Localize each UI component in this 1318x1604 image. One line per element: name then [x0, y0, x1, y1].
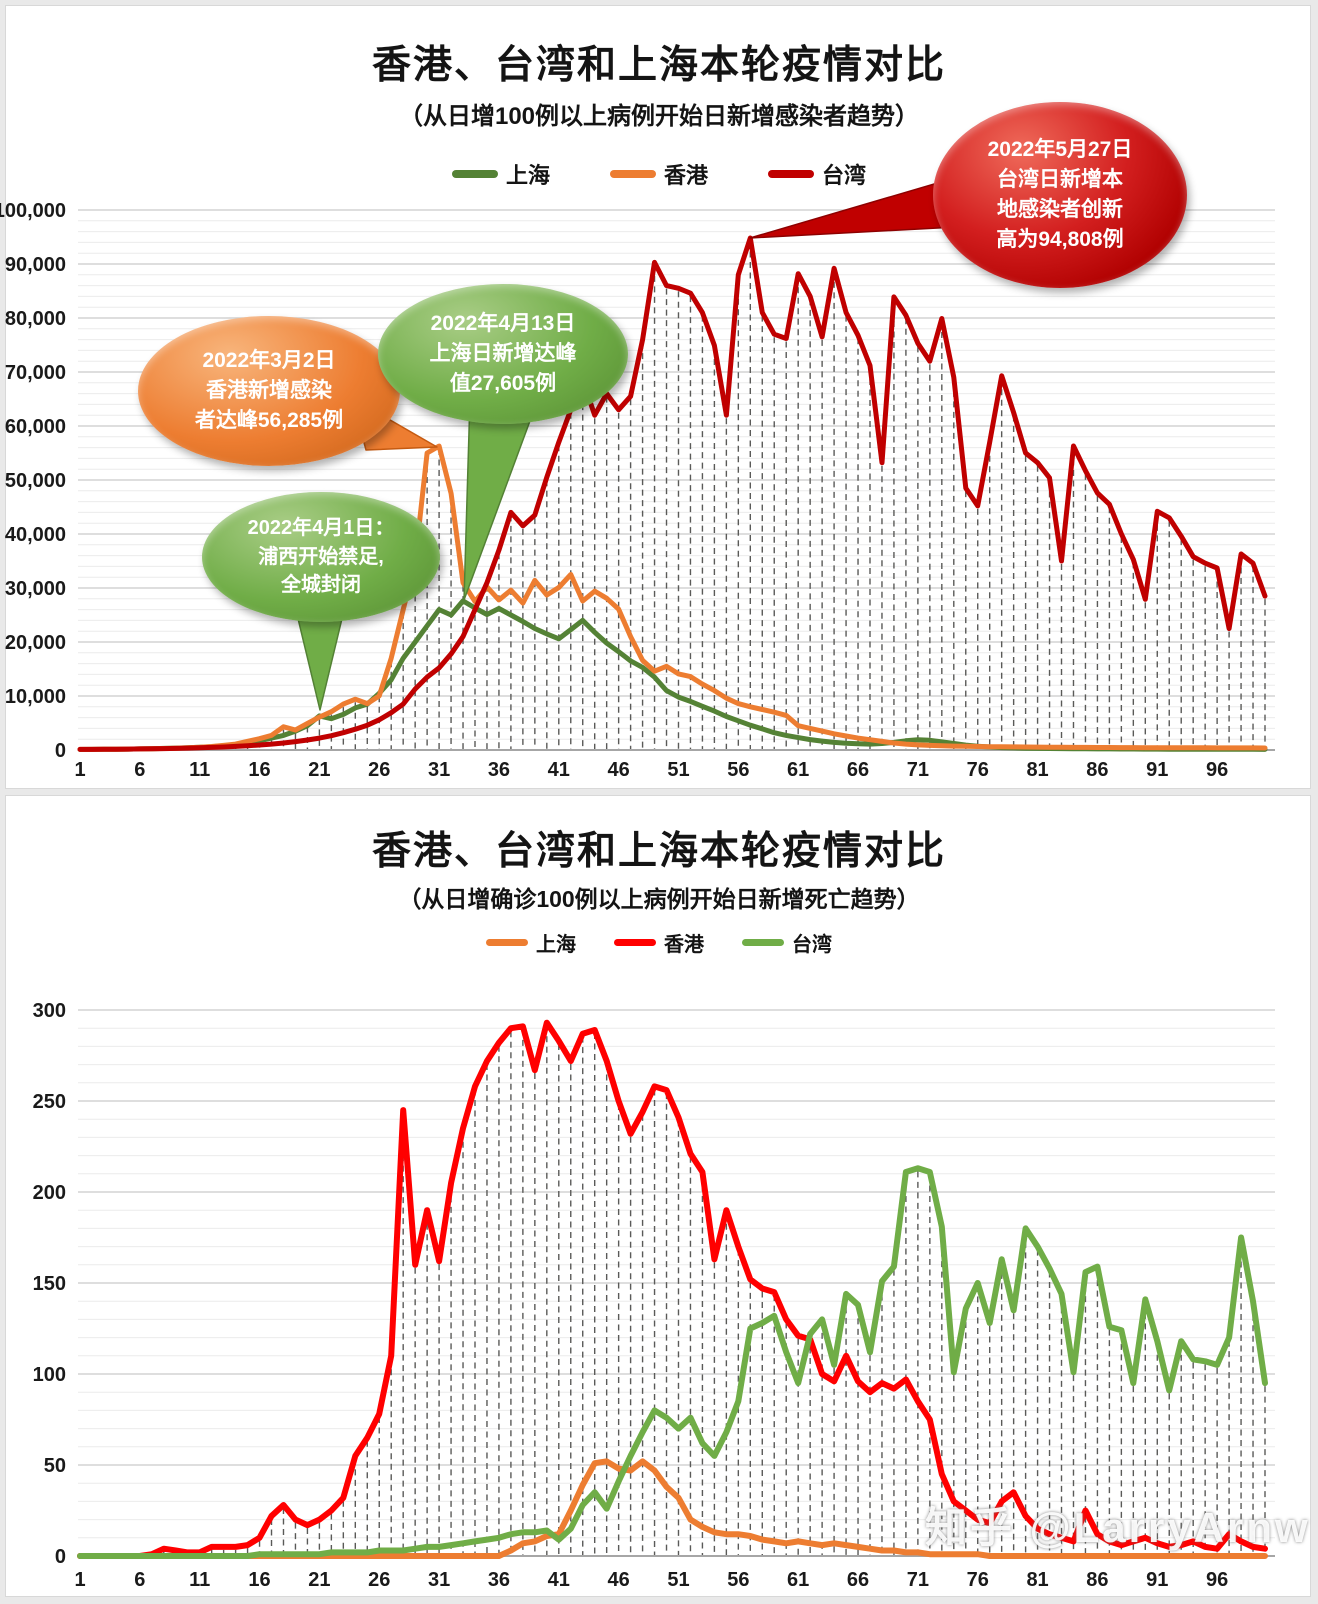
- annotation-shanghai-peak: 2022年4月13日 上海日新增达峰 值27,605例: [378, 284, 628, 424]
- legend-item-shanghai: 上海: [486, 928, 576, 957]
- legend-label: 上海: [505, 163, 550, 188]
- legend-item-taiwan: 台湾: [742, 928, 832, 957]
- infections-chart-title: 香港、台湾和上海本轮疫情对比: [371, 44, 946, 87]
- annotation-hongkong-peak: 2022年3月2日 香港新增感染 者达峰56,285例: [138, 316, 400, 466]
- deaths-chart-subtitle: （从日增确诊100例以上病例开始日新增死亡趋势）: [398, 886, 920, 912]
- annotation-shanghai-lockdown: 2022年4月1日： 浦西开始禁足, 全城封闭: [202, 492, 440, 622]
- legend-item-shanghai: 上海: [451, 158, 550, 190]
- deaths-chart-title: 香港、台湾和上海本轮疫情对比: [371, 830, 946, 873]
- legend-item-taiwan: 台湾: [768, 158, 866, 190]
- legend-item-hongkong: 香港: [609, 158, 708, 190]
- legend-item-hongkong: 香港: [614, 928, 704, 957]
- panel-deaths-chart: [5, 795, 1311, 1597]
- legend-label: 台湾: [792, 934, 832, 956]
- hongkong-line-swatch: [609, 170, 656, 178]
- shanghai-line-swatch: [451, 170, 498, 178]
- legend-label: 香港: [664, 934, 704, 956]
- taiwan-line-swatch: [768, 170, 814, 178]
- annotation-taiwan-record: 2022年5月27日 台湾日新增本 地感染者创新 高为94,808例: [933, 102, 1187, 288]
- legend-label: 香港: [663, 163, 708, 188]
- taiwan-line-swatch: [742, 939, 784, 946]
- deaths-chart-legend: 上海 香港 台湾: [0, 928, 1318, 957]
- infections-chart-subtitle: （从日增100例以上病例开始日新增感染者趋势）: [398, 103, 920, 130]
- legend-label: 台湾: [822, 163, 867, 188]
- zhihu-watermark: 知乎 @LarryArnw: [925, 1504, 1311, 1551]
- shanghai-line-swatch: [486, 939, 528, 946]
- hongkong-line-swatch: [614, 939, 656, 946]
- legend-label: 上海: [536, 934, 576, 956]
